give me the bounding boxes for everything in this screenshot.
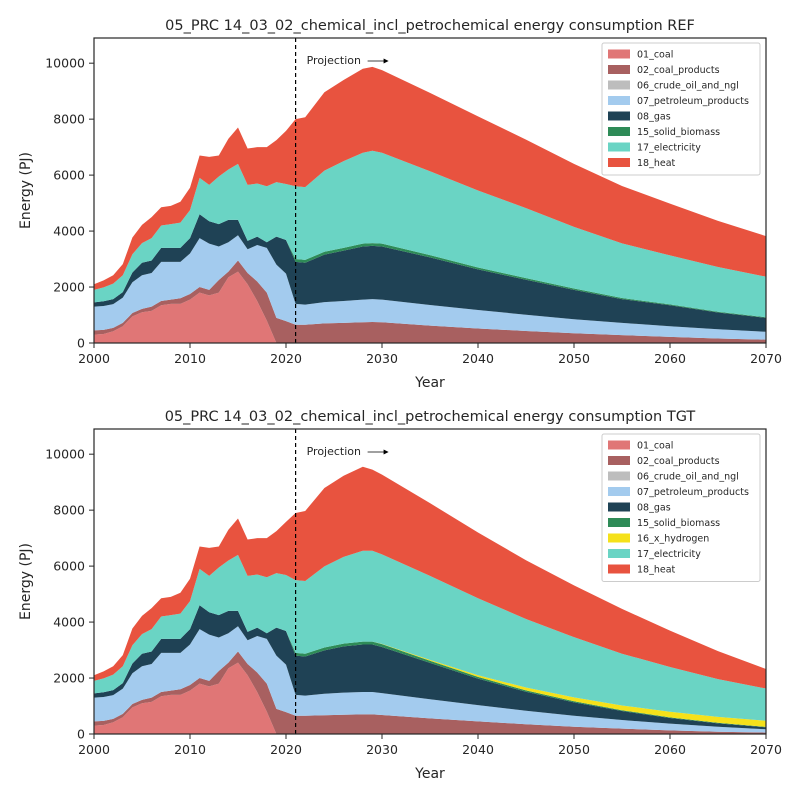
- legend-swatch-01_coal: [608, 440, 630, 450]
- y-tick-label: 0: [77, 727, 85, 742]
- x-tick-label: 2040: [462, 351, 494, 366]
- x-tick-label: 2000: [78, 351, 110, 366]
- area-08_gas: [94, 214, 766, 332]
- legend-label-07_petroleum_products: 07_petroleum_products: [637, 487, 749, 498]
- area-18_heat: [94, 466, 766, 689]
- legend-label-17_electricity: 17_electricity: [637, 549, 701, 560]
- area-17_electricity: [94, 150, 766, 318]
- legend-swatch-15_solid_biomass: [608, 518, 630, 527]
- legend-swatch-18_heat: [608, 564, 630, 574]
- x-tick-label: 2020: [270, 351, 302, 366]
- legend-label-01_coal: 01_coal: [637, 50, 673, 61]
- x-axis-label: Year: [414, 375, 445, 391]
- x-tick-label: 2010: [174, 742, 206, 757]
- legend-box: [601, 42, 761, 176]
- x-tick-label: 2020: [270, 742, 302, 757]
- legend: 01_coal 02_coal_products 06_crude_oil_and_…: [601, 42, 761, 176]
- y-tick-label: 2000: [53, 280, 85, 295]
- chart-title: 05_PRC 14_03_02_chemical_incl_petrochemi…: [165, 409, 696, 425]
- y-tick-label: 8000: [53, 503, 85, 518]
- x-tick-label: 2010: [174, 351, 206, 366]
- legend-swatch-17_electricity: [608, 549, 630, 558]
- legend-label-17_electricity: 17_electricity: [637, 143, 701, 154]
- legend-swatch-16_x_hydrogen: [608, 533, 630, 543]
- legend-swatch-07_petroleum_products: [608, 96, 630, 105]
- x-tick-label: 2070: [750, 742, 782, 757]
- y-tick-label: 6000: [53, 168, 85, 183]
- area-18_heat: [94, 66, 766, 290]
- legend-label-06_crude_oil_and_ngl: 06_crude_oil_and_ngl: [637, 81, 739, 92]
- x-tick-label: 2050: [558, 742, 590, 757]
- plot-frame: [93, 428, 767, 735]
- legend-swatch-06_crude_oil_and_ngl: [608, 80, 630, 90]
- chart-panel-1: Projection 2000 2010 2020 2030 2040 2050 2060 20…: [18, 409, 782, 782]
- y-tick-label: 10000: [45, 56, 85, 71]
- legend-swatch-18_heat: [608, 158, 630, 167]
- legend-swatch-08_gas: [608, 502, 630, 512]
- legend-label-15_solid_biomass: 15_solid_biomass: [637, 127, 720, 138]
- x-tick-label: 2040: [462, 742, 494, 757]
- area-17_electricity: [94, 550, 766, 721]
- x-tick-label: 2050: [558, 351, 590, 366]
- x-tick-label: 2000: [78, 742, 110, 757]
- chart-panel-0: Projection 2000 2010 2020 2030 2040 2050 2060 20…: [18, 18, 782, 391]
- projection-arrow-head: [383, 58, 389, 64]
- y-axis-label: Energy (PJ): [18, 152, 34, 229]
- legend-label-08_gas: 08_gas: [637, 503, 671, 514]
- y-tick-label: 10000: [45, 447, 85, 462]
- x-tick-label: 2070: [750, 351, 782, 366]
- legend-label-06_crude_oil_and_ngl: 06_crude_oil_and_ngl: [637, 472, 739, 483]
- legend-swatch-02_coal_products: [608, 456, 630, 465]
- x-axis-label: Year: [414, 766, 445, 782]
- legend-swatch-06_crude_oil_and_ngl: [608, 471, 630, 481]
- y-axis-label: Energy (PJ): [18, 543, 34, 620]
- legend-label-02_coal_products: 02_coal_products: [637, 65, 720, 76]
- area-01_coal: [94, 271, 766, 343]
- area-07_petroleum_products: [94, 235, 766, 340]
- legend-label-18_heat: 18_heat: [637, 565, 676, 576]
- y-tick-label: 4000: [53, 224, 85, 239]
- legend-swatch-08_gas: [608, 111, 630, 121]
- y-tick-label: 4000: [53, 615, 85, 630]
- projection-label: Projection: [307, 445, 361, 458]
- legend-label-08_gas: 08_gas: [637, 112, 671, 123]
- y-tick-label: 0: [77, 336, 85, 351]
- legend: 01_coal 02_coal_products 06_crude_oil_and_…: [601, 433, 761, 582]
- legend-swatch-15_solid_biomass: [608, 127, 630, 136]
- legend-swatch-01_coal: [608, 49, 630, 59]
- x-tick-label: 2030: [366, 351, 398, 366]
- projection-arrow-head: [383, 449, 389, 455]
- area-01_coal: [94, 662, 766, 734]
- plot-frame: [93, 37, 767, 344]
- area-08_gas: [94, 605, 766, 730]
- legend-label-02_coal_products: 02_coal_products: [637, 456, 720, 467]
- x-tick-label: 2060: [654, 351, 686, 366]
- legend-swatch-02_coal_products: [608, 65, 630, 74]
- legend-swatch-17_electricity: [608, 142, 630, 152]
- y-tick-label: 2000: [53, 671, 85, 686]
- projection-label: Projection: [307, 54, 361, 67]
- legend-swatch-07_petroleum_products: [608, 487, 630, 496]
- legend-label-15_solid_biomass: 15_solid_biomass: [637, 518, 720, 529]
- x-tick-label: 2060: [654, 742, 686, 757]
- area-02_coal_products: [94, 260, 766, 343]
- chart-title: 05_PRC 14_03_02_chemical_incl_petrochemi…: [165, 18, 695, 34]
- x-tick-label: 2030: [366, 742, 398, 757]
- legend-label-16_x_hydrogen: 16_x_hydrogen: [637, 534, 709, 545]
- legend-label-01_coal: 01_coal: [637, 441, 673, 452]
- legend-box: [601, 433, 761, 582]
- y-tick-label: 6000: [53, 559, 85, 574]
- area-07_petroleum_products: [94, 626, 766, 733]
- legend-label-07_petroleum_products: 07_petroleum_products: [637, 96, 749, 107]
- y-tick-label: 8000: [53, 112, 85, 127]
- legend-label-18_heat: 18_heat: [637, 158, 676, 169]
